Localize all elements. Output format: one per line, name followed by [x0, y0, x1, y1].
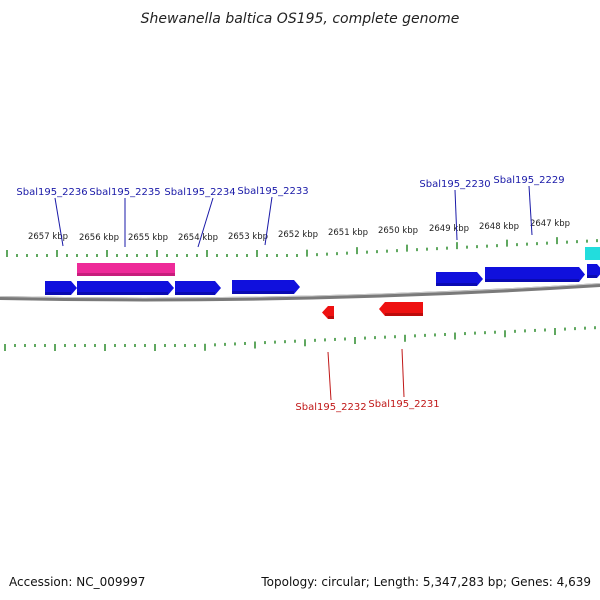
- pink-feature-shade: [77, 273, 175, 276]
- gene-label: Sbal195_2236: [16, 187, 87, 198]
- map-title: Shewanella baltica OS195, complete genom…: [141, 11, 460, 27]
- pink-feature: [77, 263, 175, 276]
- gene-label: Sbal195_2230: [419, 179, 490, 190]
- gene-sbal195-2235-shade: [77, 292, 168, 295]
- gene-label-leader: [54, 197, 64, 247]
- genome-backbone-highlight: [0, 283, 600, 299]
- upper-ruler: [6, 237, 598, 257]
- gene-label-leader: [528, 185, 533, 236]
- lower-ruler: [4, 326, 596, 351]
- gene-sbal195-2230: [436, 272, 483, 286]
- gene-partial-right-shade: [587, 275, 597, 278]
- feature-track: [45, 247, 600, 319]
- gene-sbal195-2231-shade: [385, 313, 423, 316]
- gene-label-leader: [327, 351, 332, 401]
- gene-label: Sbal195_2234: [164, 187, 235, 198]
- gene-sbal195-2230-shade: [436, 283, 477, 286]
- gene-sbal195-2232: [322, 306, 334, 319]
- ruler-label: 2656 kbp: [79, 233, 119, 243]
- gene-sbal195-2233-shade: [232, 291, 294, 294]
- gene-sbal195-2236-shade: [45, 292, 71, 295]
- gene-labels: Sbal195_2236 Sbal195_2235 Sbal195_2234 Sbal…: [16, 175, 564, 413]
- gene-label: Sbal195_2229: [493, 175, 564, 186]
- gene-label-leader: [454, 189, 458, 241]
- accession-text: Accession: NC_009997: [9, 575, 145, 589]
- ruler-label: 2654 kbp: [178, 233, 218, 243]
- gene-label: Sbal195_2233: [237, 186, 308, 197]
- ruler-label: 2649 kbp: [429, 224, 469, 234]
- gene-label-leader: [264, 196, 273, 246]
- ruler-label: 2657 kbp: [28, 232, 68, 242]
- gene-sbal195-2229: [485, 267, 585, 282]
- ruler-label: 2651 kbp: [328, 228, 368, 238]
- gene-label: Sbal195_2231: [368, 399, 439, 410]
- gene-label-leader: [197, 197, 214, 248]
- gene-sbal195-2234: [175, 281, 221, 295]
- gene-sbal195-2236: [45, 281, 77, 295]
- ruler-label: 2650 kbp: [378, 226, 418, 236]
- gene-label: Sbal195_2232: [295, 402, 366, 413]
- gene-sbal195-2233: [232, 280, 300, 294]
- gene-sbal195-2229-shade: [485, 279, 579, 282]
- gene-sbal195-2235: [77, 281, 174, 295]
- gene-sbal195-2234-shade: [175, 292, 215, 295]
- ruler-labels: 2657 kbp 2656 kbp 2655 kbp 2654 kbp 2653 kbp…: [28, 219, 570, 243]
- gene-partial-right: [587, 264, 600, 278]
- ruler-label: 2655 kbp: [128, 233, 168, 243]
- gene-label: Sbal195_2235: [89, 187, 160, 198]
- ruler-label: 2648 kbp: [479, 222, 519, 232]
- ruler-label: 2652 kbp: [278, 230, 318, 240]
- genome-summary-text: Topology: circular; Length: 5,347,283 bp…: [260, 575, 591, 589]
- ruler-label: 2647 kbp: [530, 219, 570, 229]
- gene-sbal195-2231: [379, 302, 423, 316]
- gene-label-leader: [401, 348, 405, 398]
- cyan-feature: [585, 247, 600, 260]
- ruler-label: 2653 kbp: [228, 232, 268, 242]
- gene-sbal195-2232-shade: [328, 316, 334, 319]
- genome-backbone: [0, 283, 600, 302]
